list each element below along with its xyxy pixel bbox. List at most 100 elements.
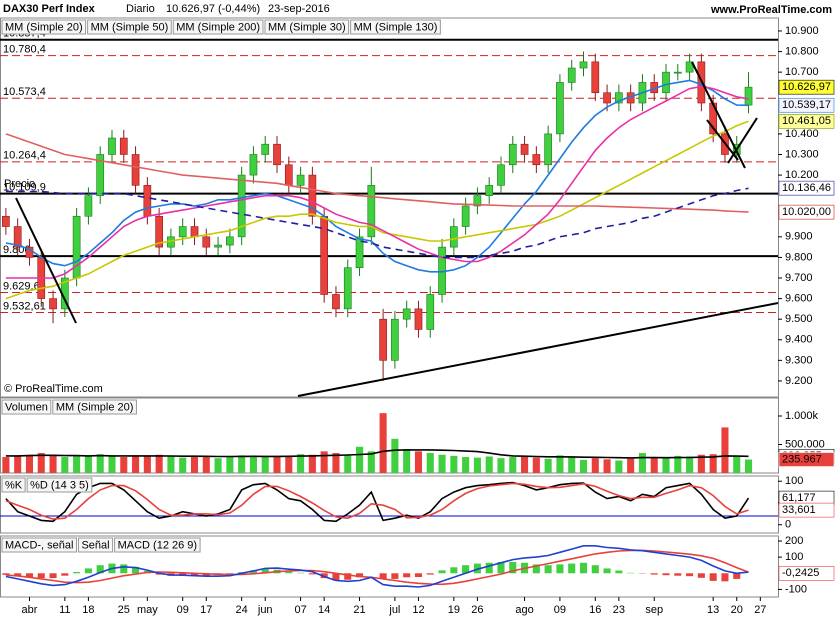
y-tick-label: 9.600: [785, 293, 813, 305]
candle-body: [556, 82, 564, 135]
series-line: [5, 449, 749, 459]
trend-line: [706, 119, 739, 161]
candle-body: [155, 215, 163, 248]
candle-body: [178, 226, 187, 238]
x-tick-label: 19: [448, 604, 460, 616]
price-tag-label: 10.461,05: [782, 115, 831, 127]
candle-body: [96, 154, 105, 196]
x-tick-label: 26: [471, 604, 483, 616]
candle-body: [108, 137, 116, 155]
price-tag-label: 10.136,46: [782, 182, 831, 194]
candle-body: [119, 137, 128, 155]
price-tag-label: 235.967: [782, 453, 822, 465]
bar: [73, 571, 81, 574]
bar: [355, 446, 364, 473]
bar: [650, 457, 658, 473]
bar: [603, 568, 611, 574]
candle-body: [2, 215, 10, 227]
price-tag-label: 10.626,97: [782, 81, 831, 93]
bar: [285, 456, 293, 473]
x-tick-label: 09: [177, 604, 189, 616]
bar: [190, 455, 199, 473]
bar: [84, 568, 92, 574]
y-tick-label: 100: [785, 551, 803, 563]
bar: [214, 458, 222, 473]
candle-body: [391, 318, 399, 361]
bar: [84, 456, 92, 473]
level-label: 10.780,4: [3, 43, 46, 55]
bar: [426, 453, 434, 473]
bar: [49, 455, 57, 473]
candle-body: [72, 215, 81, 279]
legend-box: [350, 19, 441, 35]
candle-body: [13, 226, 22, 248]
trend-lines: [15, 61, 779, 397]
candle-body: [402, 308, 411, 320]
x-tick-label: abr: [22, 604, 38, 616]
bar: [61, 457, 69, 473]
candle-body: [685, 61, 694, 73]
bar: [143, 455, 151, 473]
legend-label: MM (Simple 50): [91, 21, 169, 33]
bar: [497, 561, 505, 574]
candle-body: [237, 174, 246, 238]
candle-body: [615, 92, 623, 104]
x-tick-label: 09: [554, 604, 566, 616]
bar: [403, 573, 411, 578]
bar: [733, 455, 741, 473]
y-tick-label: 0: [785, 519, 791, 531]
bar: [37, 453, 45, 473]
y-tick-label: 9.700: [785, 272, 813, 284]
candle-body: [497, 164, 505, 186]
candle-body: [532, 154, 541, 166]
candle-body: [414, 308, 423, 330]
bar: [202, 457, 210, 473]
bar: [497, 458, 505, 473]
bar: [544, 565, 552, 574]
bar: [591, 458, 599, 473]
legend-box: [264, 19, 350, 35]
y-tick-label: 10.400: [785, 128, 819, 140]
legend-label: MM (Simple 20): [5, 21, 83, 33]
bar: [261, 457, 269, 473]
bar: [709, 573, 717, 581]
x-tick-label: 27: [754, 604, 766, 616]
bar: [155, 454, 163, 473]
bar: [179, 457, 187, 473]
bar: [96, 565, 104, 574]
x-tick-label: 11: [59, 604, 70, 616]
legend-label: MM (Simple 20): [56, 401, 134, 413]
price-tag-label: 10.539,17: [782, 99, 831, 111]
y-tick-label: 10.900: [785, 25, 819, 37]
bar: [662, 573, 670, 576]
bar: [49, 573, 57, 579]
bar: [650, 573, 658, 575]
bar: [25, 454, 34, 473]
legend-label: %K: [5, 479, 23, 491]
bar: [37, 573, 45, 579]
legend-label: %D (14 3 5): [30, 479, 89, 491]
bar: [556, 564, 564, 574]
series-line: [5, 133, 749, 213]
y-tick-label: 500.000: [785, 438, 825, 450]
series-line: [5, 120, 749, 300]
x-tick-label: 25: [118, 604, 130, 616]
bar: [190, 573, 199, 576]
candle-body: [508, 143, 517, 166]
x-tick-label: 07: [294, 604, 306, 616]
bar: [686, 573, 694, 577]
price-tag: [778, 114, 835, 129]
period: Diario: [126, 3, 155, 15]
level-label: 9.806: [3, 244, 31, 256]
bar: [733, 573, 741, 579]
candle-body: [143, 185, 152, 217]
x-tick-label: 21: [353, 604, 365, 616]
bar: [721, 573, 729, 582]
bar: [438, 570, 446, 574]
panel-frame: [0, 535, 779, 598]
bar: [697, 454, 705, 473]
legend-label: MM (Simple 200): [176, 21, 260, 33]
bar: [674, 455, 682, 473]
